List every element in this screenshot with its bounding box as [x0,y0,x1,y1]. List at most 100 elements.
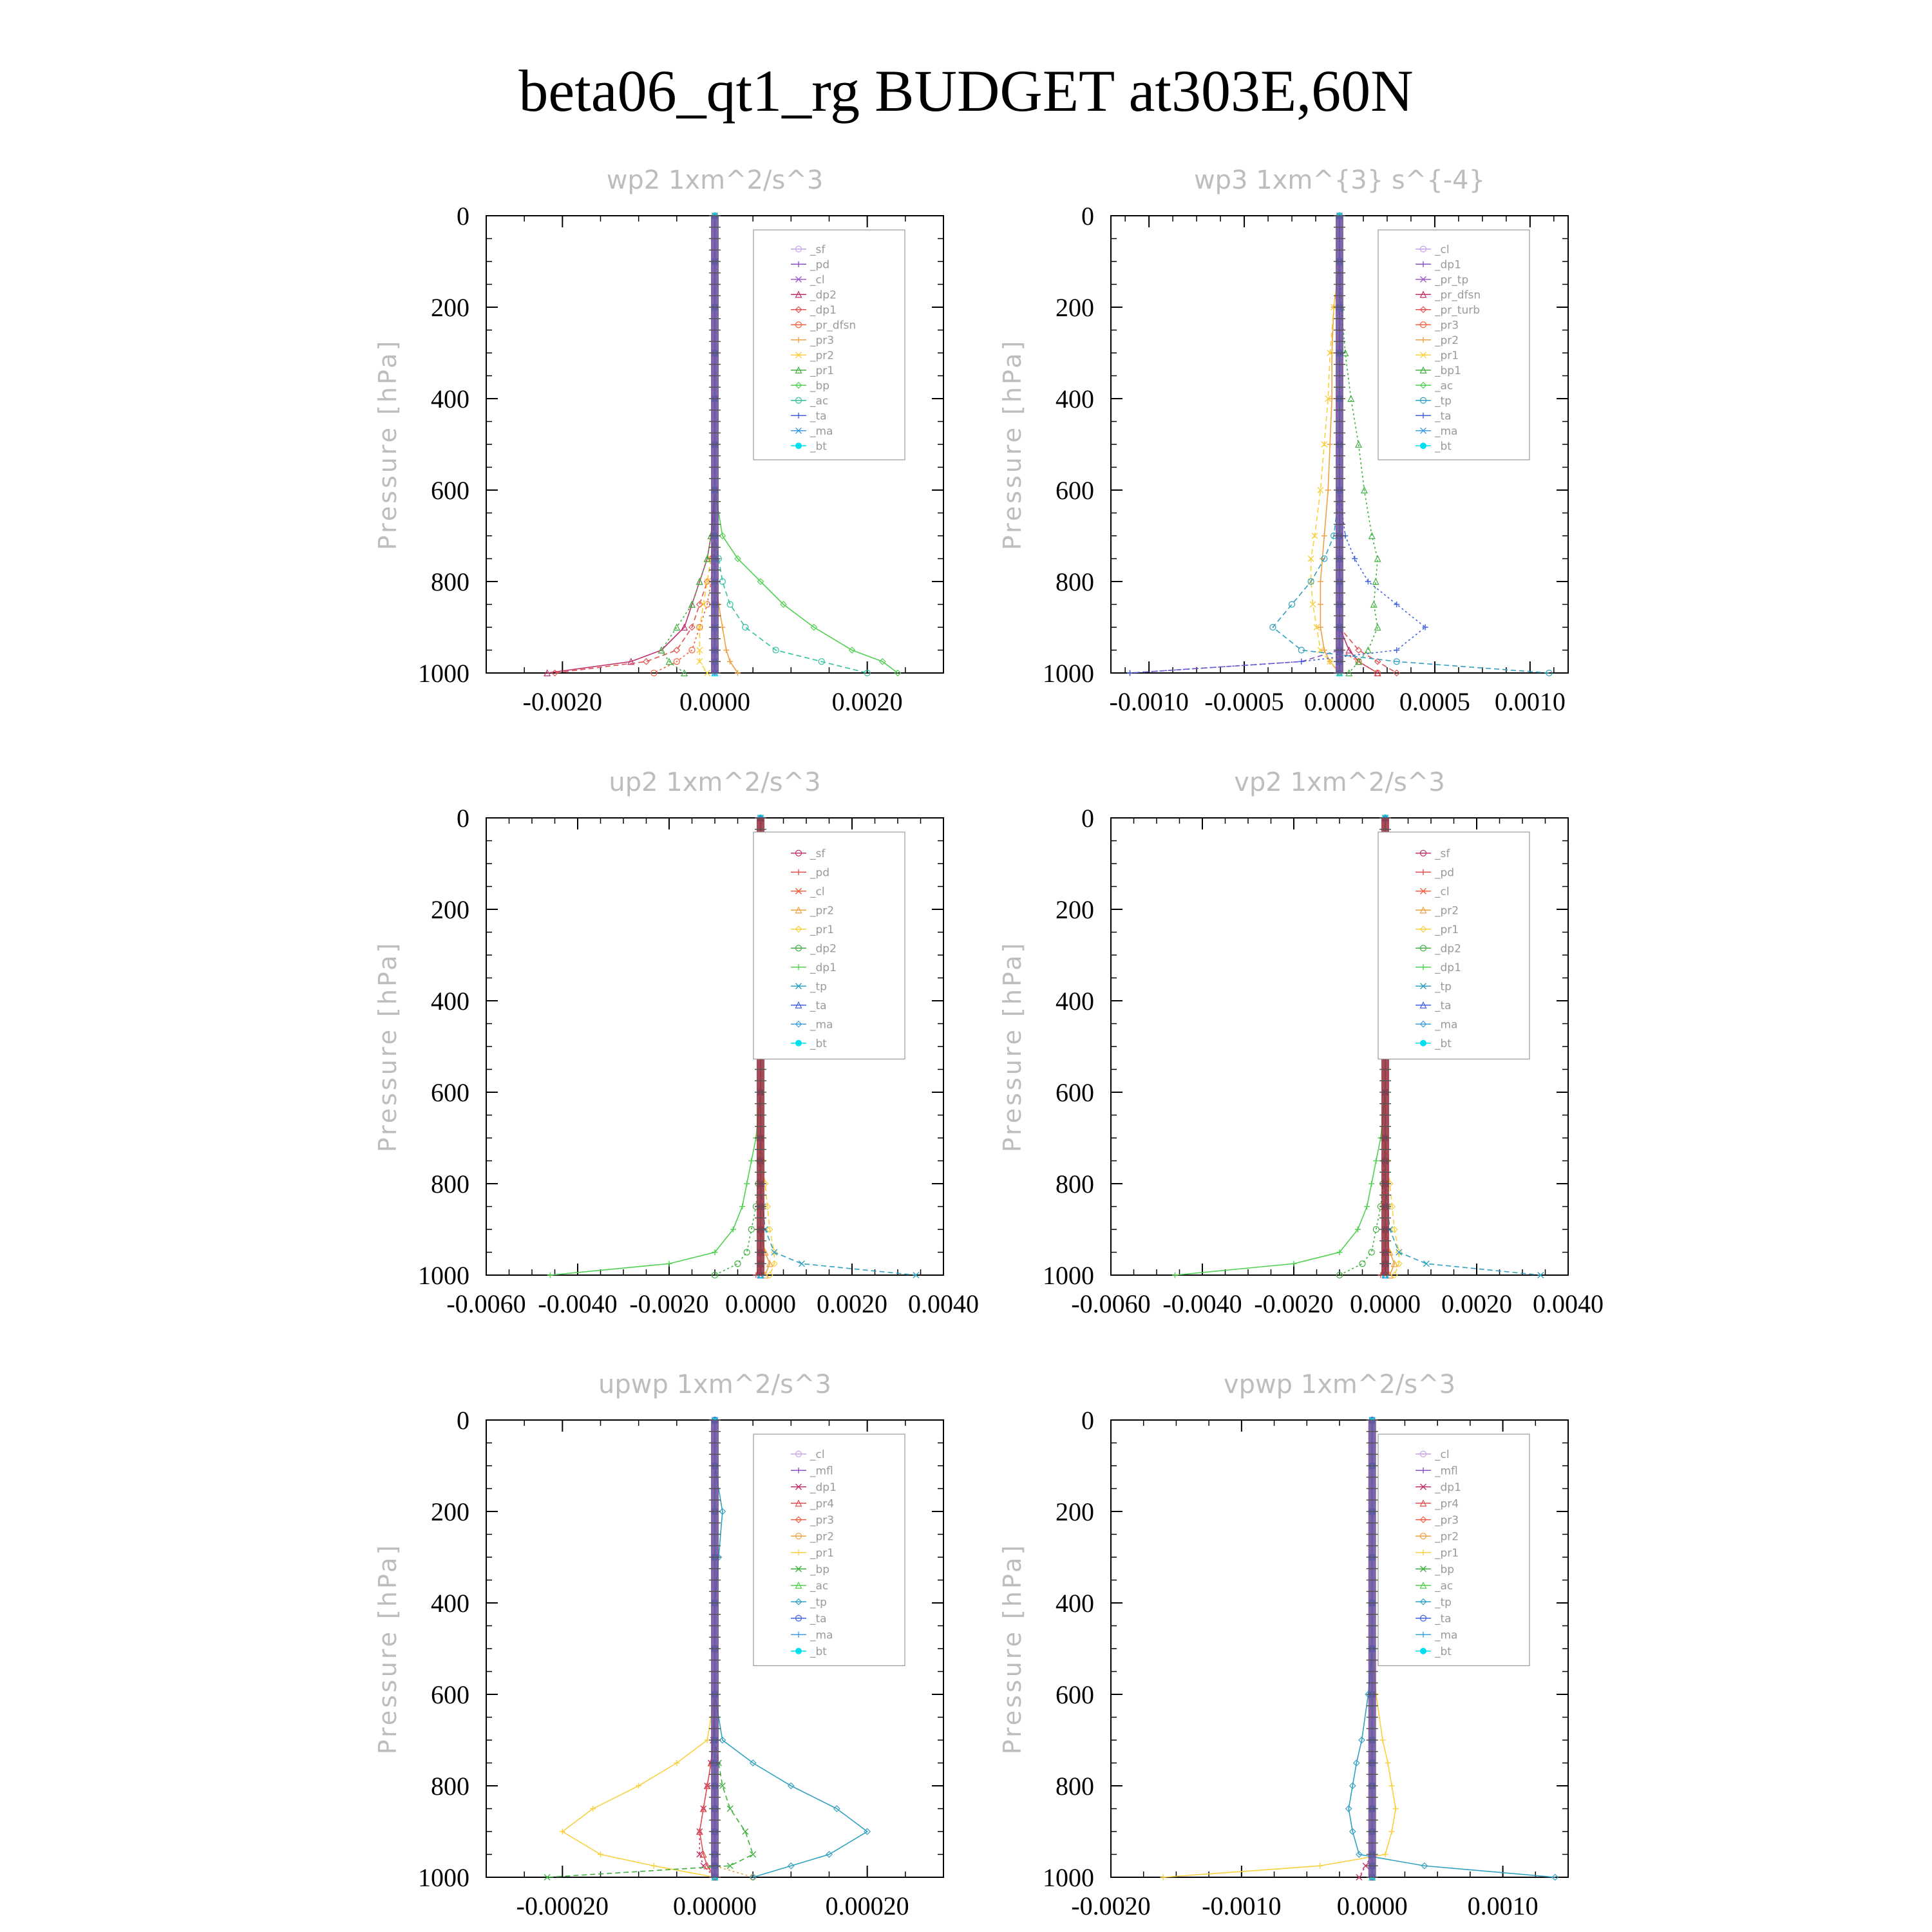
legend-marker [795,1549,802,1556]
y-tick-label: 600 [431,1680,469,1709]
legend-label: _tp [1434,395,1452,408]
data-point [764,1203,771,1210]
x-tick-label: 0.0000 [725,1289,796,1318]
y-tick-label: 800 [431,1170,469,1198]
data-point [699,1804,707,1812]
data-point [864,1828,871,1835]
y-tick-label: 1000 [418,659,469,688]
legend-label: _ac [810,1580,828,1593]
legend-marker [795,1631,802,1638]
legend-marker [795,964,802,971]
legend-label: _pd [810,258,829,271]
legend-label: _bp [810,379,829,392]
data-point [734,1260,741,1267]
legend-label: _pr_dfsn [810,319,856,332]
y-tick-label: 1000 [418,1261,469,1290]
x-tick-label: -0.0010 [1202,1891,1281,1920]
legend-marker [795,427,802,434]
legend-box [753,229,905,460]
legend-marker [1419,381,1427,389]
data-point [1374,554,1381,562]
legend-marker [795,887,802,895]
x-tick-label: 0.0040 [908,1289,979,1318]
y-tick-label: 1000 [1043,659,1094,688]
legend-label: _pr3 [1434,1514,1459,1527]
x-tick-label: 0.0010 [1468,1891,1539,1920]
data-point [719,1783,726,1789]
data-point [703,1782,711,1790]
data-point [1390,1271,1398,1279]
x-tick-label: 0.0000 [679,687,750,716]
data-point [1327,441,1333,448]
legend-box [753,831,905,1060]
legend-label: _bt [810,1645,827,1658]
y-tick-label: 600 [431,1078,469,1107]
legend-marker [795,1467,802,1473]
y-tick-label: 600 [1056,1078,1094,1107]
legend-label: _pr1 [1434,923,1459,936]
legend-label: _tp [810,1596,827,1609]
panel-title: upwp 1xm^2/s^3 [598,1370,831,1399]
data-point [1551,1873,1559,1881]
legend-marker [1419,945,1427,952]
legend-marker [1420,1467,1426,1473]
data-point [1422,624,1428,630]
data-point [544,1874,551,1880]
legend-label: _bt [810,1037,827,1050]
legend-box [753,1434,905,1667]
data-point [735,670,741,676]
data-point [703,1862,711,1870]
data-point [1321,555,1328,562]
data-point [1327,350,1334,356]
data-point [719,1508,726,1515]
y-tick-label: 400 [431,987,469,1016]
x-tick-label: 0.0005 [1399,687,1470,716]
legend-label: _pr_tp [1434,274,1468,287]
data-point [719,532,726,540]
legend-label: _pr3 [810,334,834,347]
data-point [1395,1249,1403,1256]
legend-label: _cl [810,1448,825,1461]
data-point [798,1260,805,1267]
legend-marker [1420,1647,1426,1654]
x-tick-label: -0.0010 [1110,687,1189,716]
data-point [673,658,680,665]
data-point [833,1805,840,1812]
data-point [696,624,703,630]
x-tick-label: 0.00020 [826,1891,909,1920]
legend-marker [1419,1581,1427,1589]
chart-panel-3: vp2 1xm^2/s^3 Pressure [hPa] 0 200 400 600 800… [998,768,1604,1318]
data-point [544,669,551,677]
y-tick-label: 400 [431,1589,469,1618]
legend-label: _ta [810,1613,827,1625]
x-tick-label: 0.0040 [1533,1289,1604,1318]
y-tick-label: 400 [1056,384,1094,413]
data-point [787,1862,795,1870]
data-point [1317,601,1323,607]
y-tick-label: 0 [457,804,469,833]
panel-title: vpwp 1xm^2/s^3 [1224,1370,1455,1399]
data-point [1373,1158,1379,1164]
legend-label: _ma [810,1629,833,1642]
data-point [1347,395,1355,402]
legend: _sf _pd _cl _pr2 _pr1 _dp2 _dp1 _tp _ta _ma _bt [753,831,905,1060]
data-point [1358,1736,1365,1744]
legend-marker [1419,925,1427,933]
data-point [913,1272,920,1278]
legend-marker [1420,337,1426,343]
data-point [810,623,818,631]
data-point [696,1851,703,1858]
data-point [734,555,741,562]
data-point [1395,1260,1403,1267]
data-point [1364,1204,1370,1209]
data-point [878,658,886,665]
y-tick-label: 200 [431,293,469,322]
data-point [700,601,707,608]
data-point [1421,1862,1428,1870]
data-point [1307,578,1314,585]
data-point [1379,1737,1386,1743]
data-point [744,1180,750,1187]
legend-marker [1420,1483,1426,1490]
legend-label: _pr2 [810,1530,834,1543]
legend-label: _ta [1434,999,1452,1012]
